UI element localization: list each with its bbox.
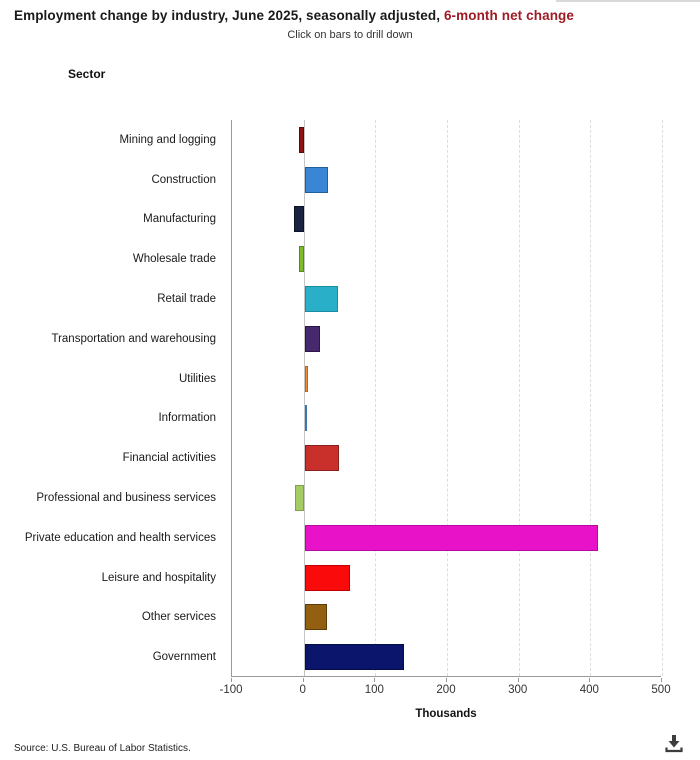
category-label-text: Manufacturing	[143, 213, 216, 226]
bar-utilities[interactable]	[304, 365, 309, 392]
bar-other-services[interactable]	[304, 604, 327, 631]
category-label: Government	[10, 637, 216, 677]
download-icon[interactable]	[660, 729, 688, 757]
download-arrow-glyph	[665, 735, 683, 753]
top-divider	[556, 0, 700, 2]
xtick-mark-500	[661, 678, 662, 682]
xtick-label-400: 400	[579, 684, 599, 696]
category-label-text: Government	[152, 651, 216, 664]
xaxis-title: Thousands	[415, 708, 477, 720]
plot-area	[231, 120, 663, 677]
category-label: Mining and logging	[10, 120, 216, 160]
source-text: Source: U.S. Bureau of Labor Statistics.	[14, 743, 191, 754]
gridline-200	[447, 120, 448, 676]
xtick-label-100: 100	[364, 684, 384, 696]
category-label: Leisure and hospitality	[10, 558, 216, 598]
bar-transportation-and-warehousing[interactable]	[304, 325, 320, 352]
chart-title-highlight: 6-month net change	[443, 8, 574, 23]
bar-construction[interactable]	[304, 166, 329, 193]
gridline-400	[590, 120, 592, 676]
category-label: Other services	[10, 597, 216, 637]
xtick-mark-0	[302, 678, 304, 682]
bar-manufacturing[interactable]	[293, 206, 304, 233]
category-label: Professional and business services	[10, 478, 216, 518]
xtick-label--100: -100	[219, 684, 243, 696]
bar-government[interactable]	[304, 644, 404, 671]
gridline-300	[518, 120, 520, 676]
xtick-mark-300	[517, 678, 519, 682]
category-label: Utilities	[10, 359, 216, 399]
chart-subtitle: Click on bars to drill down	[287, 29, 413, 41]
bar-private-education-and-health-services[interactable]	[304, 524, 599, 551]
category-label-text: Professional and business services	[36, 491, 216, 504]
bar-financial-activities[interactable]	[304, 445, 340, 472]
category-label-text: Mining and logging	[119, 133, 216, 146]
xtick-mark--100	[231, 678, 232, 682]
category-label-text: Construction	[151, 173, 216, 186]
category-label: Wholesale trade	[10, 239, 216, 279]
category-label: Information	[10, 399, 216, 439]
chart-title-main: Employment change by industry, June 2025…	[14, 8, 444, 23]
category-label-text: Wholesale trade	[132, 253, 216, 266]
sector-axis-label: Sector	[68, 67, 106, 81]
xtick-mark-400	[589, 678, 591, 682]
bar-mining-and-logging[interactable]	[299, 126, 304, 153]
zero-line	[303, 120, 305, 676]
category-label-text: Leisure and hospitality	[101, 571, 216, 584]
category-label-text: Private education and health services	[24, 531, 216, 544]
category-label: Transportation and warehousing	[10, 319, 216, 359]
gridline-100	[375, 120, 377, 676]
category-label-text: Transportation and warehousing	[51, 332, 216, 345]
bar-leisure-and-hospitality[interactable]	[304, 564, 350, 591]
category-label-text: Retail trade	[157, 293, 216, 306]
category-label-text: Other services	[141, 611, 216, 624]
category-label-text: Utilities	[178, 372, 216, 385]
xtick-label-500: 500	[651, 684, 671, 696]
bar-wholesale-trade[interactable]	[299, 246, 304, 273]
category-label: Manufacturing	[10, 200, 216, 240]
category-label: Construction	[10, 160, 216, 200]
category-label: Private education and health services	[10, 518, 216, 558]
category-label-text: Financial activities	[122, 452, 216, 465]
gridline-500	[662, 120, 663, 676]
xtick-label-0: 0	[299, 684, 306, 696]
chart-title: Employment change by industry, June 2025…	[14, 8, 686, 23]
category-label: Financial activities	[10, 438, 216, 478]
bar-information[interactable]	[304, 405, 307, 432]
xtick-mark-200	[446, 678, 447, 682]
category-labels: Mining and logging Construction Manufactur…	[10, 120, 216, 677]
xtick-label-200: 200	[436, 684, 456, 696]
bar-retail-trade[interactable]	[304, 286, 338, 313]
bar-professional-and-business-services[interactable]	[295, 484, 304, 511]
category-label-text: Information	[158, 412, 216, 425]
category-label: Retail trade	[10, 279, 216, 319]
xtick-mark-100	[374, 678, 376, 682]
xtick-label-300: 300	[508, 684, 528, 696]
